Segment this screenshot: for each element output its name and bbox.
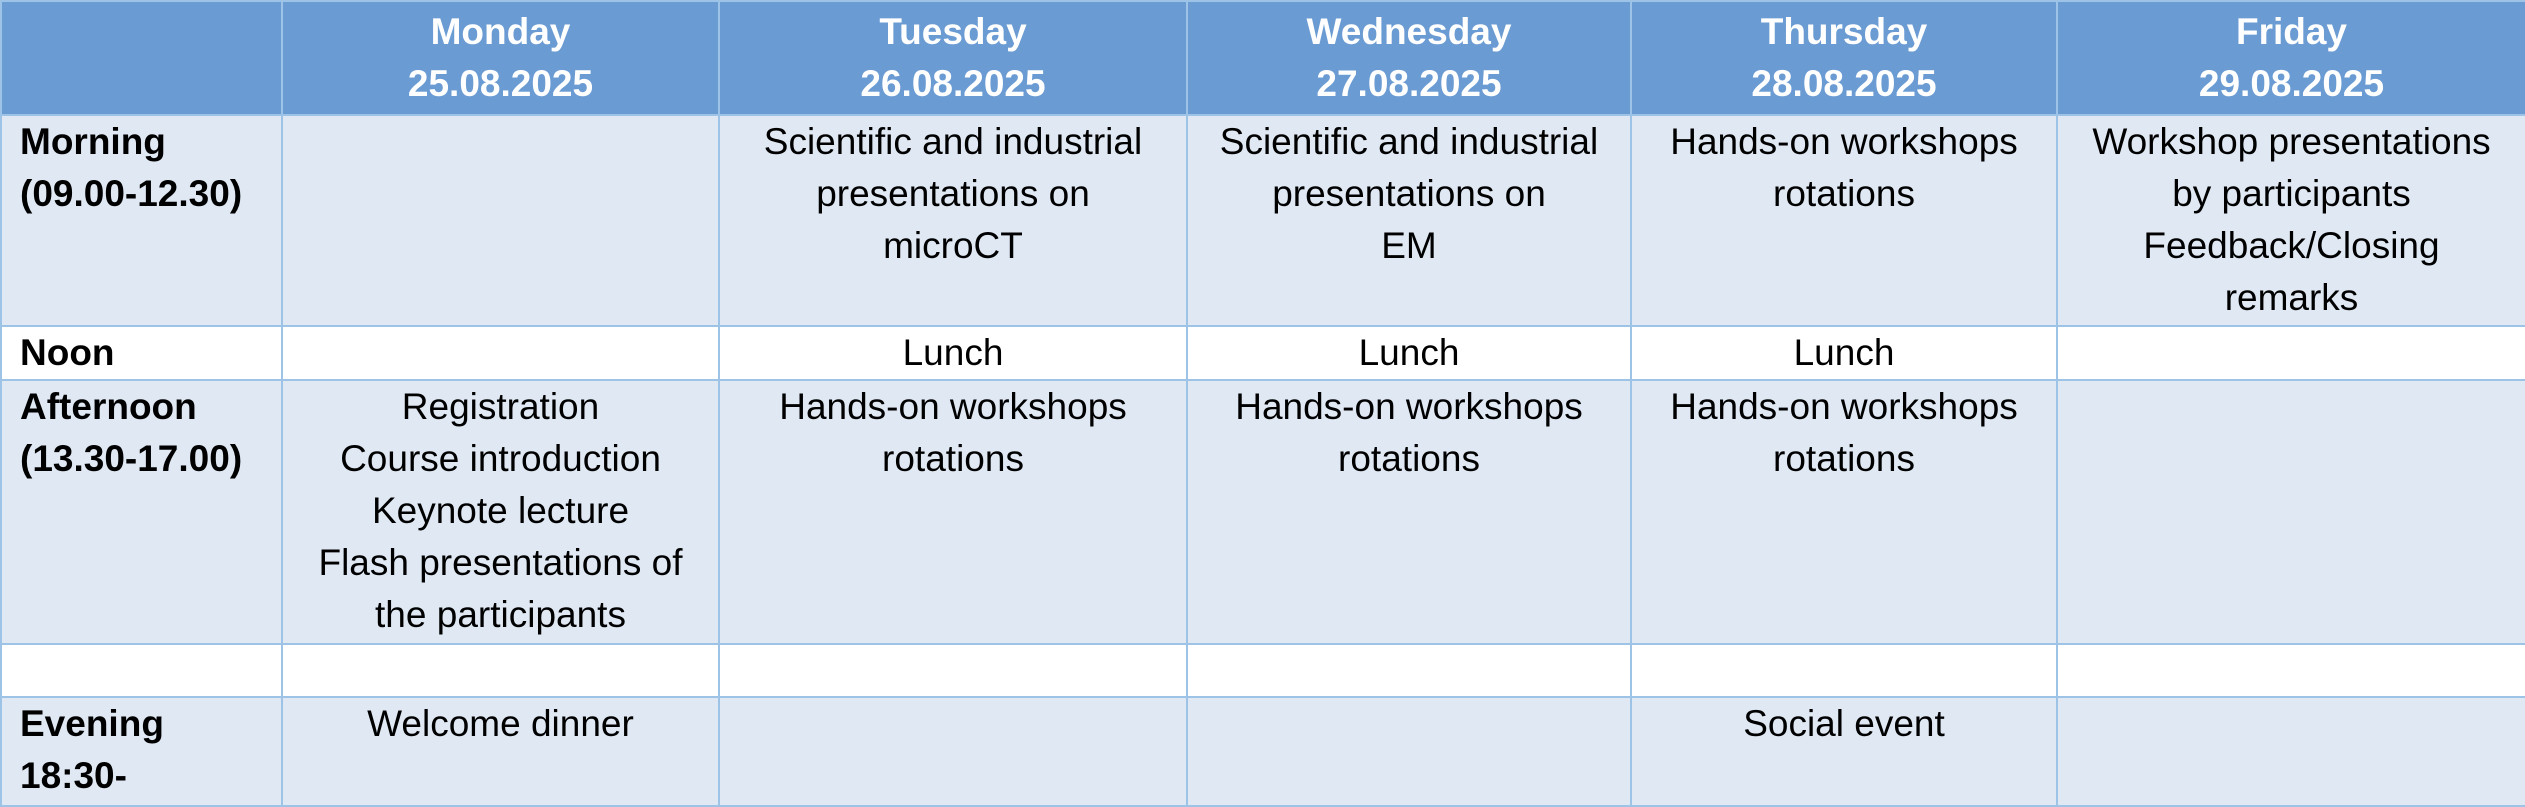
header-monday: Monday 25.08.2025 — [281, 0, 720, 116]
morning-wednesday-cell: Scientific and industrial presentations … — [1186, 114, 1632, 327]
cell-line: Hands-on workshops — [1235, 386, 1583, 427]
row-label-line: Morning — [20, 121, 166, 162]
noon-wednesday-cell: Lunch — [1186, 325, 1632, 381]
cell-line: Keynote lecture — [371, 490, 630, 531]
cell-line: Lunch — [902, 332, 1004, 373]
cell-line: presentations on — [816, 173, 1090, 214]
spacer-cell — [281, 643, 720, 698]
header-friday: Friday 29.08.2025 — [2056, 0, 2525, 116]
cell-line: rotations — [1773, 173, 1915, 214]
noon-row: Noon Lunch Lunch Lunch — [0, 325, 2525, 381]
cell-line: Flash presentations of — [318, 542, 683, 583]
cell-line: by participants — [2172, 173, 2411, 214]
afternoon-wednesday-cell: Hands-on workshops rotations — [1186, 379, 1632, 645]
spacer-cell — [1630, 643, 2058, 698]
afternoon-row: Afternoon (13.30-17.00) Registration Cou… — [0, 379, 2525, 645]
row-label-line: 18:30- — [20, 755, 127, 796]
cell-line: microCT — [883, 225, 1023, 266]
row-label-line: Evening — [20, 703, 164, 744]
cell-line: Lunch — [1358, 332, 1460, 373]
row-label-line: Afternoon — [20, 386, 197, 427]
evening-friday-cell — [2056, 696, 2525, 807]
morning-row: Morning (09.00-12.30) Scientific and ind… — [0, 114, 2525, 327]
spacer-row — [0, 643, 2525, 698]
cell-line: Registration — [401, 386, 600, 427]
noon-thursday-cell: Lunch — [1630, 325, 2058, 381]
day-date: 28.08.2025 — [1751, 63, 1937, 104]
cell-line: Scientific and industrial — [763, 121, 1143, 162]
evening-wednesday-cell — [1186, 696, 1632, 807]
header-thursday: Thursday 28.08.2025 — [1630, 0, 2058, 116]
evening-thursday-cell: Social event — [1630, 696, 2058, 807]
day-name: Monday — [430, 11, 571, 52]
noon-monday-cell — [281, 325, 720, 381]
cell-line: presentations on — [1272, 173, 1546, 214]
day-name: Thursday — [1760, 11, 1928, 52]
spacer-cell — [0, 643, 283, 698]
row-label-morning: Morning (09.00-12.30) — [0, 114, 283, 327]
day-date: 25.08.2025 — [407, 63, 594, 104]
header-wednesday: Wednesday 27.08.2025 — [1186, 0, 1632, 116]
evening-tuesday-cell — [718, 696, 1188, 807]
noon-tuesday-cell: Lunch — [718, 325, 1188, 381]
cell-line: Welcome dinner — [367, 703, 634, 744]
afternoon-tuesday-cell: Hands-on workshops rotations — [718, 379, 1188, 645]
morning-thursday-cell: Hands-on workshops rotations — [1630, 114, 2058, 327]
day-date: 27.08.2025 — [1316, 63, 1502, 104]
cell-line: the participants — [375, 594, 626, 635]
day-name: Wednesday — [1306, 11, 1512, 52]
noon-friday-cell — [2056, 325, 2525, 381]
morning-friday-cell: Workshop presentations by participants F… — [2056, 114, 2525, 327]
afternoon-monday-cell: Registration Course introduction Keynote… — [281, 379, 720, 645]
evening-monday-cell: Welcome dinner — [281, 696, 720, 807]
row-label-line: (13.30-17.00) — [20, 438, 243, 479]
afternoon-friday-cell — [2056, 379, 2525, 645]
cell-line: rotations — [1338, 438, 1480, 479]
spacer-cell — [718, 643, 1188, 698]
morning-tuesday-cell: Scientific and industrial presentations … — [718, 114, 1188, 327]
cell-line: Hands-on workshops — [779, 386, 1127, 427]
cell-line: Feedback/Closing — [2143, 225, 2440, 266]
row-label-line: Noon — [20, 332, 115, 373]
cell-line: Social event — [1743, 703, 1945, 744]
cell-line: EM — [1381, 225, 1437, 266]
row-label-afternoon: Afternoon (13.30-17.00) — [0, 379, 283, 645]
day-name: Friday — [2235, 11, 2348, 52]
cell-line: Scientific and industrial — [1219, 121, 1599, 162]
header-row: Monday 25.08.2025 Tuesday 26.08.2025 Wed… — [0, 0, 2525, 116]
evening-row: Evening 18:30- Welcome dinner Social eve… — [0, 696, 2525, 807]
header-corner-cell — [0, 0, 283, 116]
cell-line: Hands-on workshops — [1670, 386, 2018, 427]
cell-line: Lunch — [1793, 332, 1895, 373]
row-label-noon: Noon — [0, 325, 283, 381]
day-date: 26.08.2025 — [860, 63, 1046, 104]
spacer-cell — [2056, 643, 2525, 698]
morning-monday-cell — [281, 114, 720, 327]
afternoon-thursday-cell: Hands-on workshops rotations — [1630, 379, 2058, 645]
header-tuesday: Tuesday 26.08.2025 — [718, 0, 1188, 116]
row-label-line: (09.00-12.30) — [20, 173, 243, 214]
cell-line: Workshop presentations — [2092, 121, 2491, 162]
row-label-evening: Evening 18:30- — [0, 696, 283, 807]
cell-line: Hands-on workshops — [1670, 121, 2018, 162]
cell-line: rotations — [882, 438, 1024, 479]
spacer-cell — [1186, 643, 1632, 698]
day-name: Tuesday — [879, 11, 1027, 52]
cell-line: remarks — [2224, 277, 2359, 318]
cell-line: rotations — [1773, 438, 1915, 479]
cell-line: Course introduction — [340, 438, 661, 479]
day-date: 29.08.2025 — [2198, 63, 2385, 104]
